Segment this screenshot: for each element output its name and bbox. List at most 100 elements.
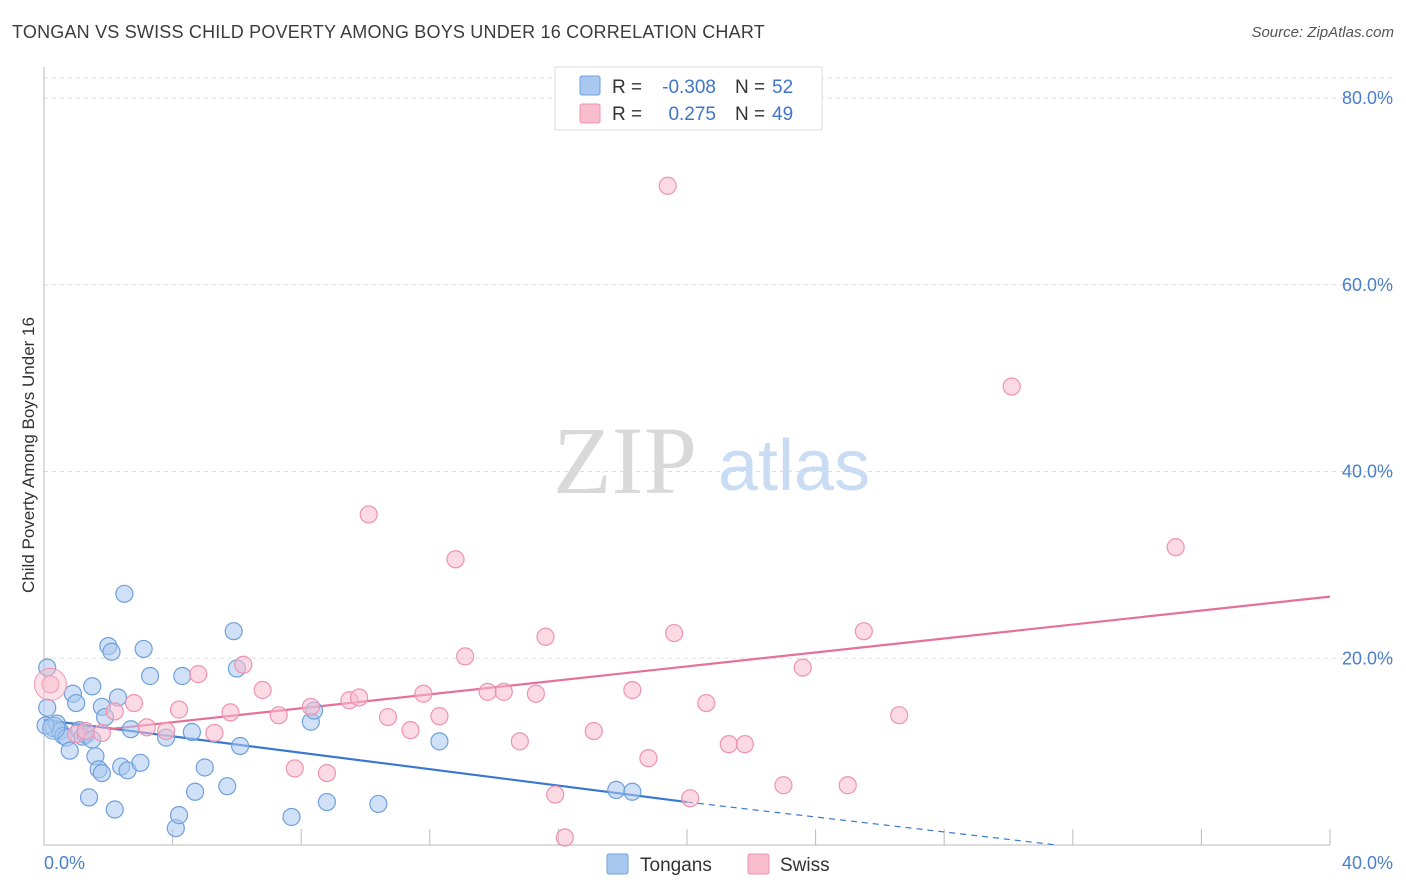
swiss-point-32 [546,785,565,804]
legend-n-value-swiss: 49 [772,104,793,125]
chart-source: Source: ZipAtlas.com [1251,24,1394,41]
tongans-point-28 [121,720,140,739]
tongans-point-22 [102,642,121,661]
tick-labels: 20.0% 40.0% 60.0% 80.0% 0.0% 40.0% [44,88,1393,873]
swiss-point-46 [854,622,873,641]
swiss-point-35 [623,680,642,700]
bottom-legend-label-tongans: Tongans [640,855,712,876]
y-tick-label-60: 60.0% [1342,275,1393,295]
chart-title: TONGAN VS SWISS CHILD POVERTY AMONG BOYS… [12,22,765,42]
swiss-point-3 [92,723,111,743]
swiss-point-37 [658,176,677,195]
swiss-point-43 [774,776,793,795]
tongans-point-15 [83,677,102,696]
swiss-point-41 [719,735,738,754]
y-tick-label-80: 80.0% [1342,88,1393,108]
tongans-point-39 [218,777,237,796]
swiss-point-44 [793,658,812,677]
swiss-point-36 [639,749,658,768]
swiss-point-27 [478,682,497,701]
tongans-point-23 [105,800,124,819]
tongans-point-cluster [42,716,66,740]
tongans-point-40 [224,622,243,641]
y-tick-label-40: 40.0% [1342,462,1393,482]
swiss-point-0 [41,675,60,694]
swiss-point-6 [137,718,156,737]
swiss-point-31 [536,627,555,646]
series-legend: Tongans Swiss [606,853,830,876]
swiss-point-23 [414,684,433,703]
gridlines [44,77,1395,659]
swiss-point-16 [301,697,320,716]
tongans-point-37 [186,782,205,801]
swiss-point-29 [510,732,529,751]
tongans-point-9 [67,693,86,713]
swiss-point-42 [735,735,754,754]
swiss-point-19 [349,688,369,707]
tongans-point-49 [607,780,626,800]
swiss-point-4 [105,702,124,721]
legend-swatch-tongans [579,75,601,96]
tongans-point-31 [140,666,160,686]
tongans-point-51 [36,716,55,735]
swiss-point-11 [221,703,240,722]
tongans-point-43 [282,807,301,827]
legend-r-value-tongans: -0.308 [662,77,716,98]
tongans-point-18 [92,764,111,783]
legend-r-value-swiss: 0.275 [668,104,716,125]
data-points [33,176,1185,847]
watermark-zip: ZIP [553,407,697,514]
legend-swatch-swiss [579,103,601,124]
legend-r-label-swiss: R = [612,104,642,125]
swiss-point-12 [234,655,253,674]
swiss-point-7 [157,721,176,741]
swiss-point-39 [681,789,700,808]
y-axis-label: Child Poverty Among Boys Under 16 [19,317,38,593]
tongans-point-46 [317,792,337,812]
tongans-point-26 [115,584,134,603]
bottom-legend-swatch-tongans [606,853,629,875]
legend-n-value-tongans: 52 [772,77,793,98]
y-tick-label-20: 20.0% [1342,648,1393,668]
tongans-point-1 [38,698,57,717]
swiss-point-5 [124,693,144,713]
tongans-point-42 [231,736,250,756]
swiss-point-2 [76,721,95,741]
tongans-trend-extension [686,801,1057,846]
swiss-point-22 [401,721,420,740]
swiss-point-14 [269,706,288,725]
x-tick-label-max: 40.0% [1342,853,1393,873]
swiss-point-49 [1166,538,1185,557]
tongans-point-36 [182,722,201,742]
tongans-point-29 [131,753,150,772]
swiss-trend-line [108,595,1331,731]
swiss-point-17 [317,764,337,783]
swiss-point-10 [205,723,224,743]
swiss-point-30 [526,684,545,703]
swiss-point-8 [169,700,189,719]
legend-r-label-tongans: R = [612,77,642,98]
swiss-point-48 [1002,377,1021,396]
swiss-point-21 [378,707,398,727]
x-tick-label-min: 0.0% [44,853,85,873]
tongans-point-35 [173,666,192,686]
swiss-point-13 [253,680,272,700]
watermark: ZIP atlas [553,407,870,514]
bottom-legend-swatch-swiss [747,853,770,875]
swiss-point-45 [838,776,857,795]
swiss-point-26 [456,647,475,666]
swiss-point-25 [446,550,465,569]
tongans-point-38 [195,758,214,777]
tongans-point-7 [60,741,79,760]
swiss-point-47 [890,706,909,725]
swiss-point-38 [665,623,684,643]
correlation-legend: R = -0.308 N = 52 R = 0.275 N = 49 [554,66,823,131]
swiss-point-20 [359,505,378,524]
watermark-atlas: atlas [718,426,870,506]
swiss-point-34 [584,721,603,741]
tongans-point-34 [169,806,189,825]
tongans-point-47 [369,794,388,814]
legend-n-label-swiss: N = [735,104,765,125]
bottom-legend-label-swiss: Swiss [780,855,830,876]
